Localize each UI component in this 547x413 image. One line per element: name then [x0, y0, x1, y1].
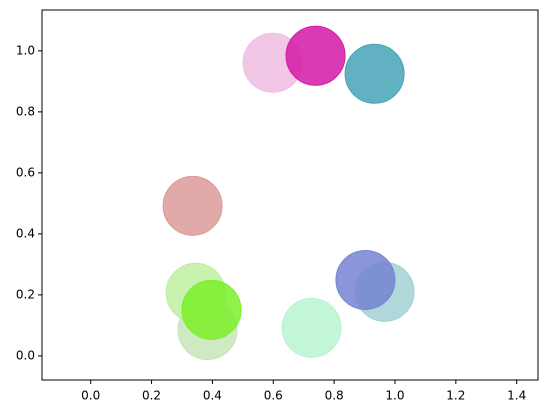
scatter-point [285, 25, 346, 86]
x-tick-label: 0.0 [81, 389, 100, 403]
x-tick-label: 1.2 [446, 389, 465, 403]
x-tick-label: 0.6 [264, 389, 283, 403]
x-tick-label: 0.4 [203, 389, 222, 403]
y-tick-label: 0.0 [16, 348, 35, 362]
scatter-point [162, 175, 223, 236]
y-tick-label: 0.2 [16, 287, 35, 301]
y-tick-label: 0.8 [16, 104, 35, 118]
y-tick-label: 1.0 [16, 43, 35, 57]
x-tick-label: 0.8 [325, 389, 344, 403]
x-tick-label: 1.0 [385, 389, 404, 403]
scatter-point [181, 279, 242, 340]
plot-frame [41, 9, 539, 381]
scatter-point [344, 43, 405, 104]
y-tick-label: 0.6 [16, 165, 35, 179]
x-tick-label: 1.4 [507, 389, 526, 403]
scatter-point [281, 297, 342, 358]
y-tick-label: 0.4 [16, 226, 35, 240]
x-tick-label: 0.2 [142, 389, 161, 403]
scatter-point [335, 249, 396, 310]
